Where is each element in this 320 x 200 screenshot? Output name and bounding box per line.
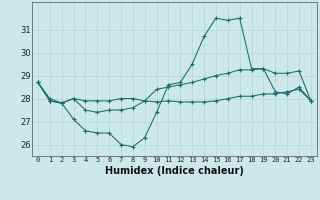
X-axis label: Humidex (Indice chaleur): Humidex (Indice chaleur)	[105, 166, 244, 176]
